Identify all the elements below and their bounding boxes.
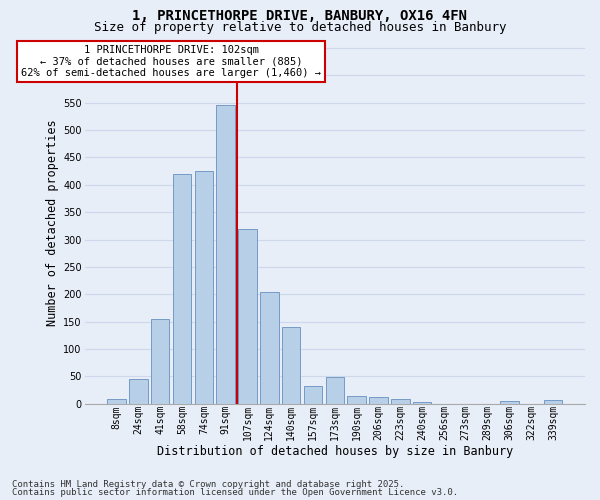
Bar bbox=[238, 228, 257, 404]
Bar bbox=[282, 327, 301, 404]
Bar bbox=[347, 396, 366, 404]
Text: Contains public sector information licensed under the Open Government Licence v3: Contains public sector information licen… bbox=[12, 488, 458, 497]
Text: Size of property relative to detached houses in Banbury: Size of property relative to detached ho… bbox=[94, 21, 506, 34]
Text: Contains HM Land Registry data © Crown copyright and database right 2025.: Contains HM Land Registry data © Crown c… bbox=[12, 480, 404, 489]
Bar bbox=[217, 106, 235, 404]
Text: 1, PRINCETHORPE DRIVE, BANBURY, OX16 4FN: 1, PRINCETHORPE DRIVE, BANBURY, OX16 4FN bbox=[133, 9, 467, 23]
Bar bbox=[544, 400, 562, 404]
X-axis label: Distribution of detached houses by size in Banbury: Distribution of detached houses by size … bbox=[157, 444, 513, 458]
Bar bbox=[326, 378, 344, 404]
Bar bbox=[500, 401, 518, 404]
Bar bbox=[129, 379, 148, 404]
Bar bbox=[173, 174, 191, 404]
Bar bbox=[391, 399, 410, 404]
Bar bbox=[107, 400, 126, 404]
Bar bbox=[194, 171, 213, 404]
Bar bbox=[151, 319, 169, 404]
Bar bbox=[413, 402, 431, 404]
Bar bbox=[304, 386, 322, 404]
Text: 1 PRINCETHORPE DRIVE: 102sqm
← 37% of detached houses are smaller (885)
62% of s: 1 PRINCETHORPE DRIVE: 102sqm ← 37% of de… bbox=[21, 44, 321, 78]
Bar bbox=[260, 292, 278, 404]
Bar bbox=[369, 396, 388, 404]
Y-axis label: Number of detached properties: Number of detached properties bbox=[46, 120, 59, 326]
